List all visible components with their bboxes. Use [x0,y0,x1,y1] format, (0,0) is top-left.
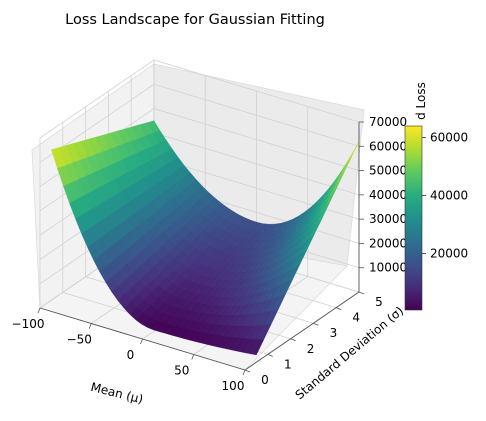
colorbar-tick-label: 40000 [430,189,468,203]
chart-title: Loss Landscape for Gaussian Fitting [65,12,325,28]
y-axis-line [244,291,360,371]
x-tick-mark [191,354,195,360]
z-tick-label: 30000 [369,212,407,226]
grid-line-z [39,83,360,163]
y-tick-label: 4 [352,311,360,325]
x-tick-label: −50 [67,333,92,347]
z-tick-label: 50000 [369,164,407,178]
colorbar-label: d Loss [414,82,428,120]
y-tick-mark [290,338,296,342]
y-tick-label: 5 [375,295,383,309]
y-tick-mark [244,369,251,373]
x-tick-mark [37,307,41,314]
x-tick-mark [140,338,143,345]
y-tick-mark [267,354,273,357]
z-tick-label: 10000 [369,261,407,275]
x-tick-label: 50 [174,364,189,378]
x-tick-label: 0 [127,348,135,362]
y-tick-mark [336,307,342,310]
y-tick-label: 1 [284,357,292,371]
y-tick-label: 0 [261,373,269,387]
x-axis-label: Mean (μ) [89,380,144,407]
colorbar-tick-label: 20000 [430,246,468,260]
z-tick-label: 40000 [369,188,407,202]
y-tick-mark [358,291,365,295]
colorbar-frame [404,125,423,311]
x-tick-label: −100 [12,317,45,331]
loss-surface [51,120,360,356]
z-tick-label: 60000 [369,139,407,153]
tick-labels: −100 −50 0 50 100 0 1 2 34 5 10000 20000 30000 40000 5… [12,115,408,393]
x-tick-mark [88,323,92,329]
x-tick-label: 100 [222,379,245,393]
colorbar-tick-label: 60000 [430,131,468,145]
y-tick-label: 2 [307,342,315,356]
z-tick-label: 70000 [369,115,407,129]
y-tick-label: 3 [330,326,338,340]
z-tick-label: 20000 [369,236,407,250]
y-tick-mark [313,322,319,326]
surface-facet [250,339,265,356]
x-tick-mark [242,369,246,376]
grid-line-z [39,59,360,139]
colorbar [405,126,422,310]
colorbar-ticks: 20000 40000 60000 [422,131,468,260]
